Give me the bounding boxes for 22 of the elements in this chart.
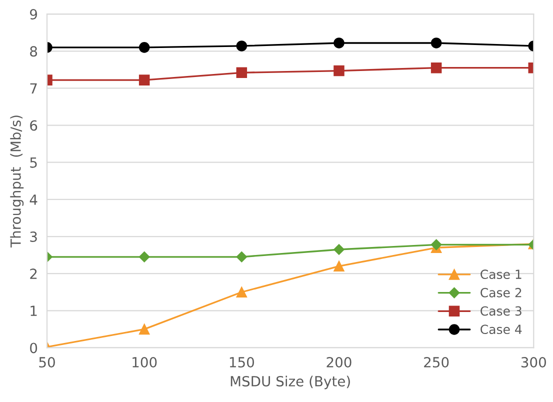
x-axis-title: MSDU Size (Byte) (230, 376, 350, 390)
y-tick-label: 7 (30, 83, 37, 94)
x-tick-label: 100 (132, 357, 157, 368)
y-tick-label: 2 (30, 268, 37, 279)
y-tick-label: 3 (30, 231, 37, 242)
y-tick-label: 9 (30, 9, 37, 20)
y-axis-title: Throughput (Mb/s) (10, 116, 24, 248)
y-tick-label: 8 (30, 46, 38, 57)
x-tick-label: 200 (326, 357, 352, 368)
y-tick-label: 1 (30, 306, 37, 316)
y-tick-label: 0 (30, 342, 38, 354)
y-tick-label: 4 (30, 194, 38, 205)
y-tick-label: 6 (30, 120, 38, 131)
legend-label: Case 3 (480, 306, 522, 316)
x-tick-label: 250 (424, 357, 449, 368)
x-tick-label: 50 (39, 357, 55, 368)
x-tick-label: 300 (521, 357, 546, 368)
legend-label: Case 1 (480, 270, 522, 280)
legend-label: Case 2 (480, 288, 522, 298)
legend-label: Case 4 (480, 324, 522, 334)
x-tick-label: 150 (230, 357, 254, 368)
y-tick-label: 5 (30, 158, 37, 168)
